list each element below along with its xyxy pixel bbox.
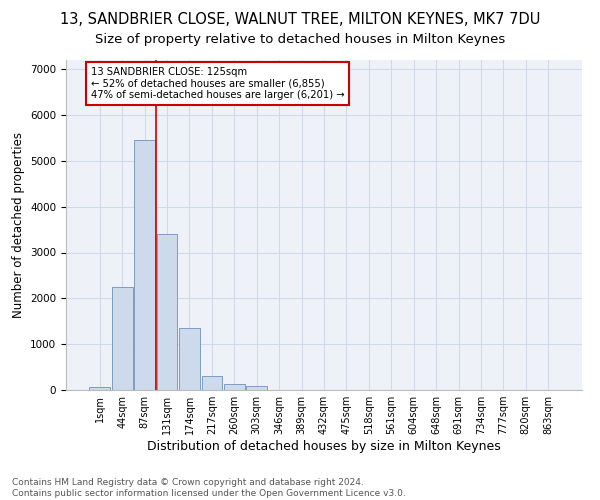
Bar (157, 234, 178, 390)
Text: Size of property relative to detached houses in Milton Keynes: Size of property relative to detached ho… (95, 32, 505, 46)
Bar (89, 387, 110, 390)
X-axis label: Distribution of detached houses by size in Milton Keynes: Distribution of detached houses by size … (147, 440, 501, 453)
Text: 13, SANDBRIER CLOSE, WALNUT TREE, MILTON KEYNES, MK7 7DU: 13, SANDBRIER CLOSE, WALNUT TREE, MILTON… (60, 12, 540, 28)
Bar (112, 287, 133, 390)
Y-axis label: Number of detached properties: Number of detached properties (11, 132, 25, 318)
Text: Contains HM Land Registry data © Crown copyright and database right 2024.
Contai: Contains HM Land Registry data © Crown c… (12, 478, 406, 498)
Bar (134, 140, 155, 390)
Bar (247, 386, 267, 390)
Bar (179, 328, 200, 390)
Bar (202, 376, 222, 390)
Text: 13 SANDBRIER CLOSE: 125sqm
← 52% of detached houses are smaller (6,855)
47% of s: 13 SANDBRIER CLOSE: 125sqm ← 52% of deta… (91, 67, 344, 100)
Bar (224, 384, 245, 390)
